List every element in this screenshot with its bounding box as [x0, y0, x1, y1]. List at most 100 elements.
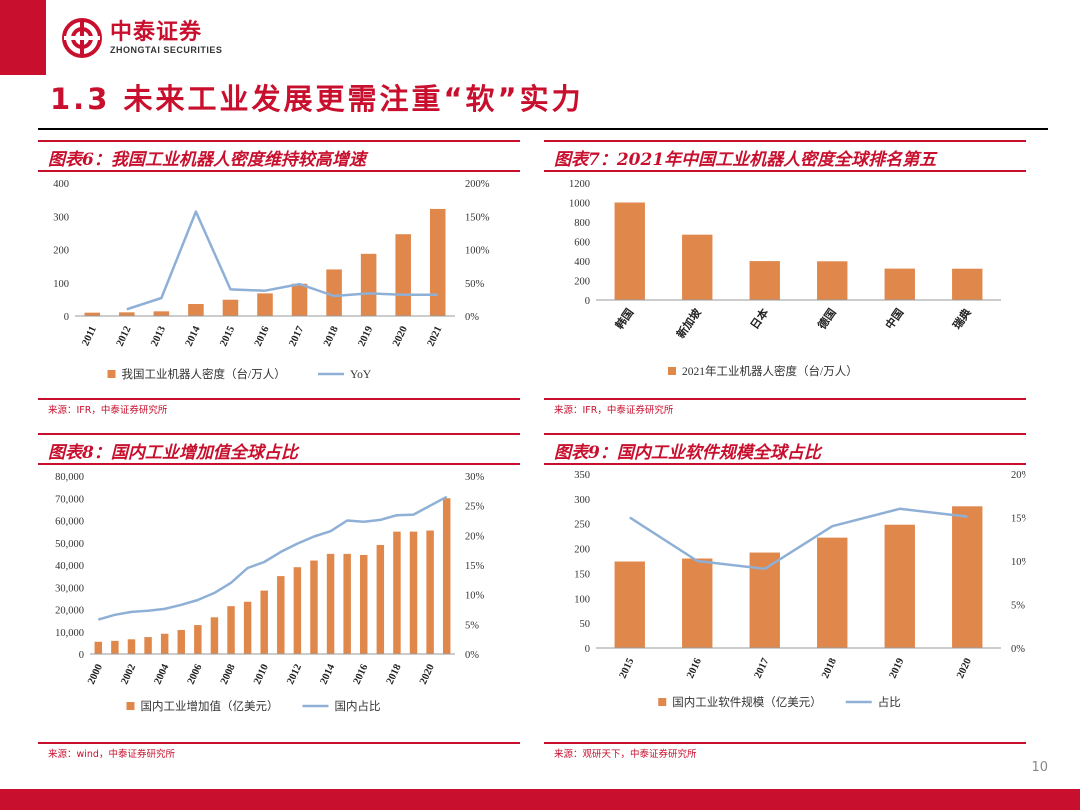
x-tick-label: 2000	[86, 663, 105, 687]
y-tick-label: 0	[585, 296, 590, 307]
y-tick-label: 400	[574, 257, 590, 268]
y-tick-label: 200	[53, 246, 69, 257]
y2-tick-label: 15%	[465, 561, 485, 572]
y-tick-label: 250	[574, 520, 590, 531]
x-tick-label: 2002	[119, 663, 138, 687]
bar	[127, 639, 136, 654]
y-tick-label: 400	[53, 179, 69, 190]
panel-source: 来源：IFR，中泰证券研究所	[554, 405, 674, 416]
bar	[409, 531, 418, 654]
x-tick-label: 中国	[882, 306, 906, 332]
x-tick-label: 2004	[153, 662, 172, 686]
panel-title: 图表9：国内工业软件规模全球占比	[554, 443, 821, 463]
x-tick-label: 2016	[352, 663, 371, 687]
bar	[952, 268, 983, 300]
legend-swatch-bar	[668, 367, 676, 375]
y-tick-label: 20,000	[55, 606, 84, 617]
panel-header: 图表7：2021年中国工业机器人密度全球排名第五	[544, 140, 1026, 172]
y-tick-label: 100	[574, 594, 590, 605]
y-tick-label: 200	[574, 277, 590, 288]
x-tick-label: 2021	[426, 325, 445, 349]
bar	[952, 506, 983, 648]
legend-swatch-bar	[107, 370, 116, 378]
x-tick-label: 2020	[955, 657, 974, 681]
chart-robot-density-ranking: 0 200 400 600 800 1000 1200 韩国 新加坡 日本 德国 中国 瑞典 2021年工…	[569, 179, 1001, 378]
y-tick-label: 0	[64, 312, 69, 323]
y-tick-label: 0	[585, 644, 590, 655]
bar	[376, 544, 385, 654]
bar	[817, 537, 848, 648]
brand-emblem-icon	[62, 18, 102, 58]
legend-label: 国内工业增加值（亿美元）	[141, 699, 279, 713]
panel-industrial-software-share: 图表9：国内工业软件规模全球占比 0 50 100 150 200 250 300 350 0%…	[544, 433, 1026, 763]
legend-label: 国内工业软件规模（亿美元）	[672, 695, 822, 709]
legend-label: 国内占比	[335, 699, 381, 713]
x-tick-label: 2019	[888, 657, 907, 681]
bar	[360, 554, 368, 654]
y-tick-label: 150	[574, 569, 590, 580]
x-tick-label: 瑞典	[950, 306, 974, 332]
x-tick-label: 2017	[753, 657, 772, 681]
bar	[188, 304, 204, 316]
legend-swatch-bar	[126, 702, 135, 710]
panel-source: 来源：wind，中泰证券研究所	[48, 749, 175, 760]
x-tick-label: 2016	[685, 657, 704, 681]
y2-tick-label: 0%	[465, 650, 479, 661]
legend-label: YoY	[350, 369, 372, 381]
y2-tick-label: 0%	[465, 312, 479, 323]
source-divider	[544, 742, 1026, 744]
panel-header: 图表9：国内工业软件规模全球占比	[544, 433, 1026, 465]
x-tick-label: 2018	[322, 325, 341, 349]
y-tick-label: 200	[574, 545, 590, 556]
bar	[429, 208, 446, 316]
bar	[222, 299, 239, 316]
y-tick-label: 30,000	[55, 583, 84, 594]
y2-tick-label: 150%	[465, 212, 490, 223]
x-tick-label: 德国	[814, 306, 839, 333]
x-tick-label: 2017	[287, 325, 306, 349]
y2-tick-label: 50%	[465, 279, 485, 290]
x-tick-label: 2011	[80, 325, 99, 348]
bar	[160, 633, 169, 654]
bar	[257, 293, 273, 316]
panel-source: 来源：IFR，中泰证券研究所	[48, 405, 168, 416]
x-tick-label: 2019	[357, 325, 376, 349]
bar	[682, 234, 713, 300]
y2-tick-label: 200%	[465, 179, 490, 190]
x-tick-label: 2013	[149, 325, 168, 349]
bar	[326, 553, 335, 654]
page-number: 10	[1031, 760, 1048, 775]
y2-tick-label: 5%	[465, 620, 479, 631]
bar	[884, 524, 915, 648]
chart-robot-density-growth: 0 100 200 300 400 0% 50% 100% 150% 200% 2011 2012 20…	[53, 179, 490, 381]
bar	[194, 625, 202, 654]
bar	[293, 567, 302, 654]
panel-robot-density-growth: 图表6：我国工业机器人密度维持较高增速 0 100 200 300 400 0% 50% 10…	[38, 140, 520, 420]
y2-tick-label: 15%	[1011, 514, 1026, 525]
x-tick-label: 2008	[219, 663, 238, 687]
series-line	[126, 210, 438, 311]
header-accent-bar	[0, 0, 46, 75]
y-tick-label: 1200	[569, 179, 590, 190]
bar	[94, 641, 103, 654]
panel-title: 图表6：我国工业机器人密度维持较高增速	[48, 150, 366, 170]
panel-industrial-value-added: 图表8：国内工业增加值全球占比 0 10,000 20,000 30,000 40,00…	[38, 433, 520, 763]
bar	[360, 253, 377, 316]
y-tick-label: 50	[580, 619, 591, 630]
legend-label: 占比	[878, 695, 901, 709]
y-tick-label: 10,000	[55, 628, 84, 639]
y-tick-label: 1000	[569, 199, 590, 210]
y-tick-label: 80,000	[55, 472, 84, 483]
y-tick-label: 800	[574, 218, 590, 229]
y-tick-label: 50,000	[55, 539, 84, 550]
panel-source: 来源：观研天下，中泰证券研究所	[554, 749, 697, 760]
x-tick-label: 日本	[747, 306, 771, 332]
y2-tick-label: 100%	[465, 246, 490, 257]
bar	[84, 312, 101, 316]
bar	[393, 531, 401, 654]
y-tick-label: 300	[574, 495, 590, 506]
x-tick-label: 2014	[318, 662, 337, 686]
page-title: 1.3 未来工业发展更需注重“软”实力	[50, 82, 584, 116]
title-divider	[38, 128, 1048, 130]
panel-header: 图表6：我国工业机器人密度维持较高增速	[38, 140, 520, 172]
